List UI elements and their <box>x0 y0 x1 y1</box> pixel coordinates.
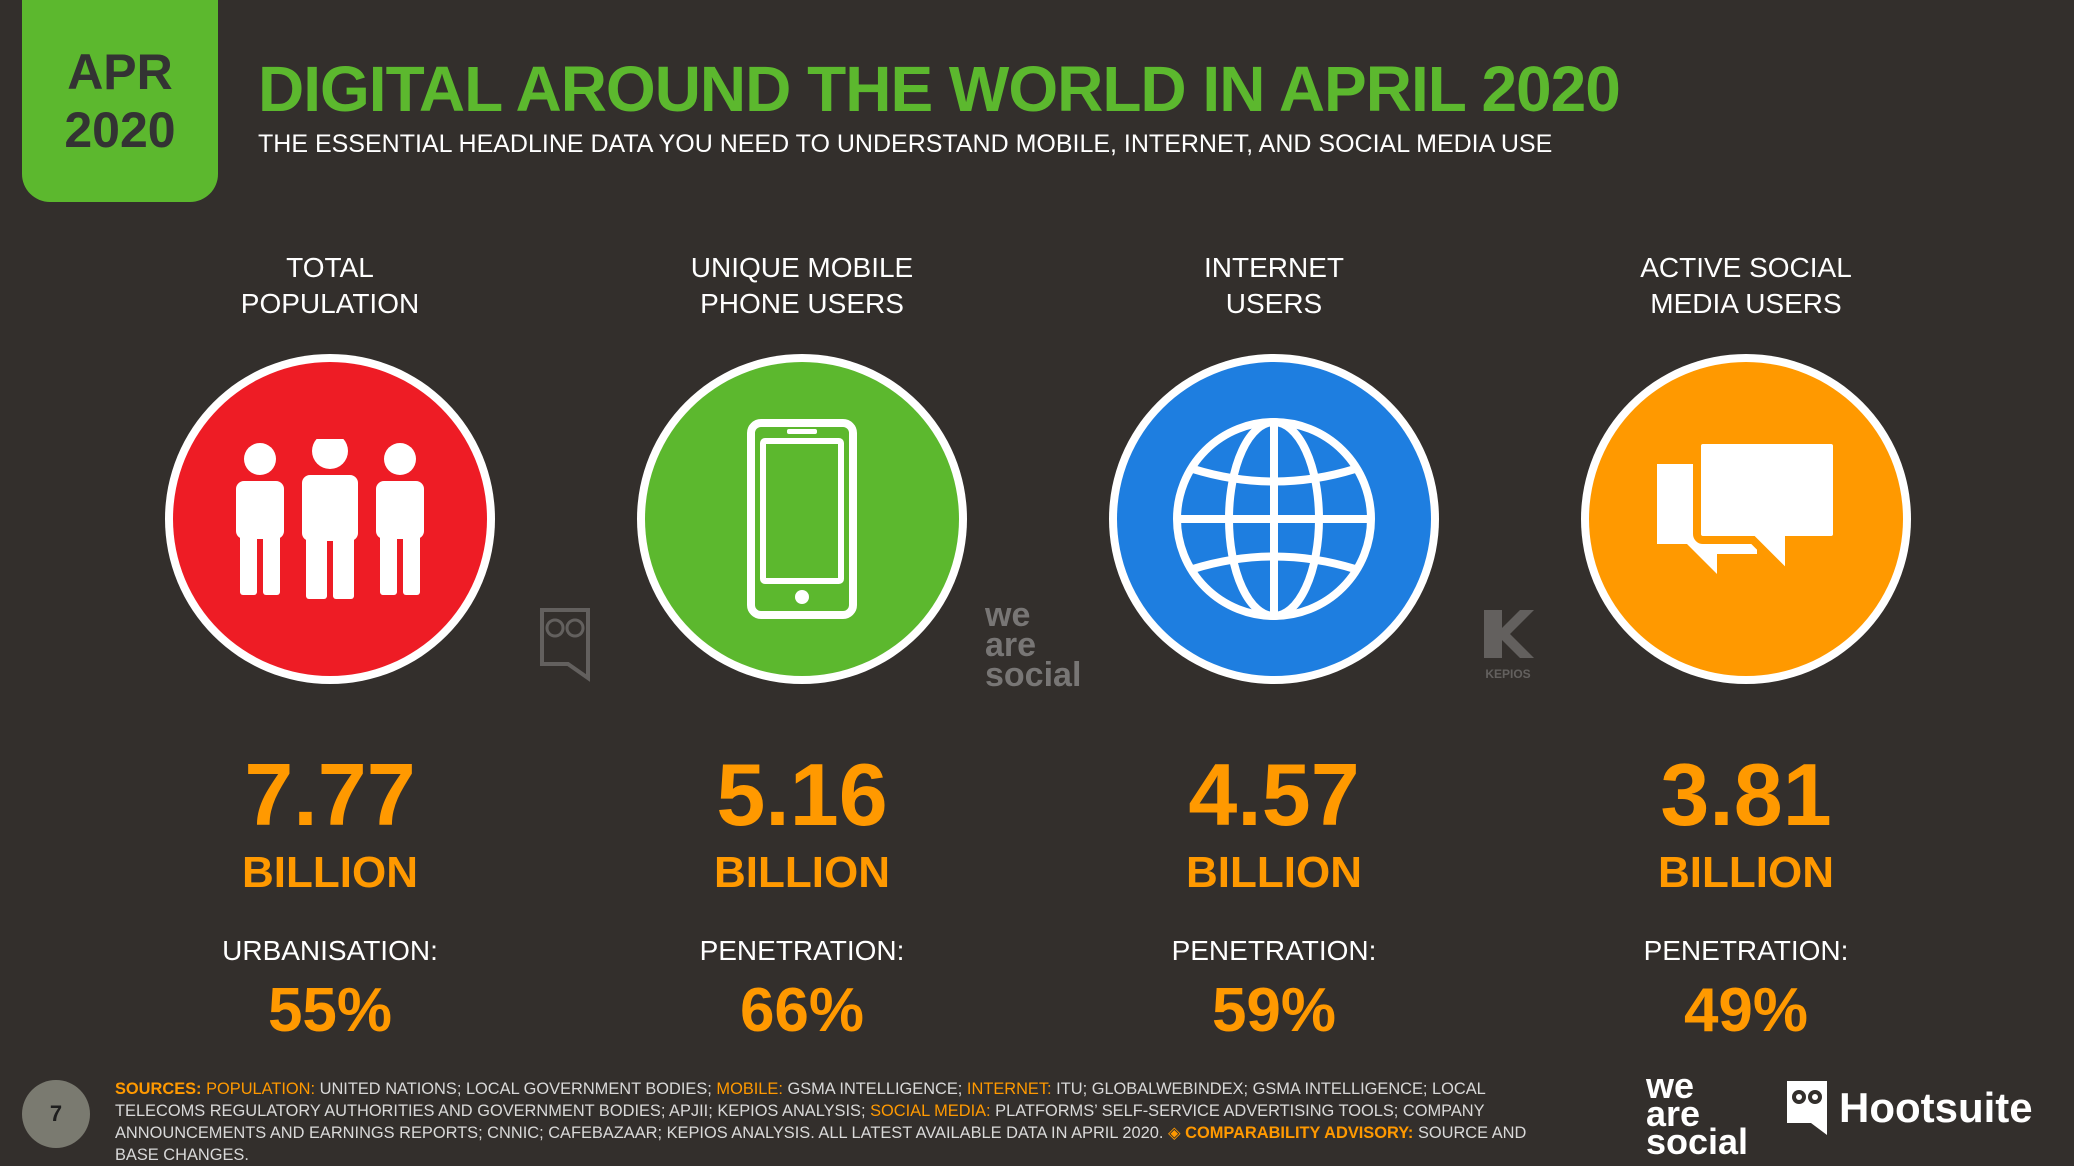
hootsuite-wordmark: Hootsuite <box>1839 1084 2033 1131</box>
people-icon <box>236 439 424 599</box>
stat-unit: BILLION <box>242 848 418 897</box>
page-number: 7 <box>22 1080 90 1148</box>
stat-value: 7.77 <box>244 745 416 844</box>
mobile-phone-icon <box>747 419 857 619</box>
stat-label: ACTIVE SOCIAL MEDIA USERS <box>1640 252 1852 319</box>
hootsuite-owl-watermark-icon <box>540 608 590 682</box>
stat-column-social: ACTIVE SOCIAL MEDIA USERS 3.81 BILLION P… <box>1526 250 1966 1046</box>
stat-column-internet: INTERNET USERS 4.57 BILLION PENETRATION:… <box>1054 250 1494 1046</box>
hootsuite-owl-icon <box>1787 1081 1827 1135</box>
stat-column-mobile: UNIQUE MOBILE PHONE USERS 5.16 BILLION P… <box>582 250 1022 1046</box>
sub-stat-value: 55% <box>267 976 393 1045</box>
badge-year: 2020 <box>64 102 176 158</box>
sources-text: SOURCES: POPULATION: UNITED NATIONS; LOC… <box>115 1080 1527 1164</box>
kepios-watermark: KEPIOS <box>1478 606 1538 681</box>
icon-circle <box>1109 354 1439 684</box>
kepios-label: KEPIOS <box>1485 667 1531 681</box>
icon-circle <box>1581 354 1911 684</box>
sub-stat-label: URBANISATION: <box>222 935 438 966</box>
stat-label: INTERNET USERS <box>1204 252 1344 319</box>
kepios-logo-icon <box>1484 610 1534 658</box>
globe-icon <box>1173 418 1375 620</box>
chat-bubbles-icon <box>1657 436 1841 586</box>
stat-label: UNIQUE MOBILE PHONE USERS <box>690 252 914 319</box>
stat-unit: BILLION <box>1186 848 1362 897</box>
stat-value: 5.16 <box>716 745 888 844</box>
sub-stat-value: 66% <box>739 976 865 1045</box>
sub-stat-label: PENETRATION: <box>1643 935 1849 966</box>
we-are-social-watermark: we are social <box>985 596 1082 694</box>
sub-stat-label: PENETRATION: <box>699 935 905 966</box>
page-subtitle: THE ESSENTIAL HEADLINE DATA YOU NEED TO … <box>258 130 1553 158</box>
stat-unit: BILLION <box>714 848 890 897</box>
sub-stat-value: 59% <box>1211 976 1337 1045</box>
stat-value: 3.81 <box>1660 745 1832 844</box>
sub-stat-label: PENETRATION: <box>1171 935 1377 966</box>
page-title: DIGITAL AROUND THE WORLD IN APRIL 2020 <box>258 53 1621 125</box>
stat-value: 4.57 <box>1188 745 1360 844</box>
icon-circle <box>637 354 967 684</box>
icon-circle <box>165 354 495 684</box>
hootsuite-logo: Hootsuite <box>1785 1078 2033 1138</box>
date-badge: APR 2020 <box>22 0 218 202</box>
stat-column-population: TOTAL POPULATION <box>110 250 550 1046</box>
stat-unit: BILLION <box>1658 848 1834 897</box>
we-are-social-logo: we are social <box>1646 1065 1749 1162</box>
sub-stat-value: 49% <box>1683 976 1809 1045</box>
stat-label: TOTAL POPULATION <box>240 252 420 319</box>
badge-month: APR <box>67 44 173 100</box>
